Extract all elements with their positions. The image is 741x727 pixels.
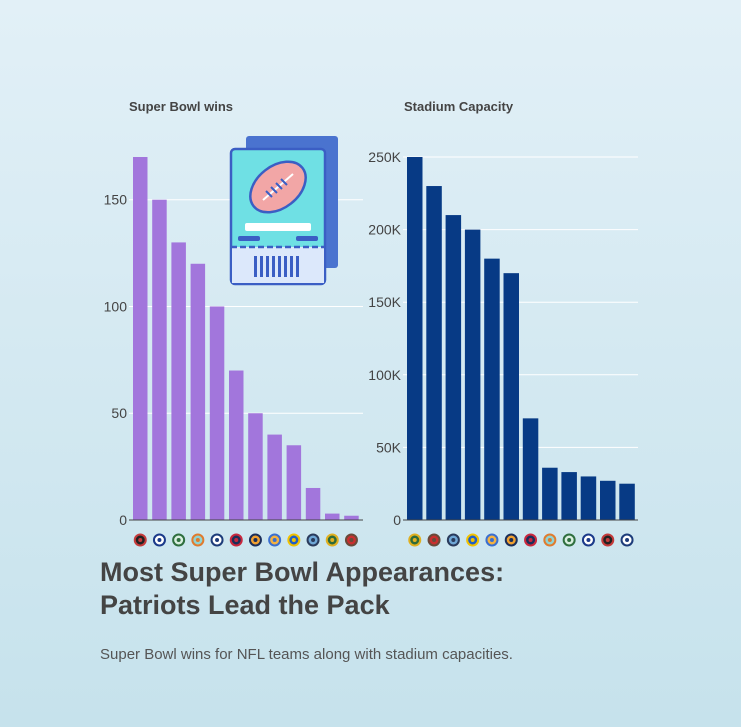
wins-bar <box>152 199 167 521</box>
capacity-bar <box>522 418 539 520</box>
page-title: Most Super Bowl Appearances: Patriots Le… <box>100 556 660 622</box>
wins-bar <box>267 434 282 520</box>
buccaneers-logo-icon <box>344 533 358 547</box>
wins-bars <box>133 157 359 521</box>
capacity-bar <box>600 480 616 520</box>
dolphins-logo-icon <box>191 533 205 547</box>
seahawks-logo-icon <box>446 533 460 547</box>
wins-y-ticks: 0 50 100 150 <box>104 192 363 528</box>
wins-bar <box>248 413 263 520</box>
capacity-chart-title: Stadium Capacity <box>404 99 514 114</box>
buccaneers-logo-icon <box>427 533 441 547</box>
page-subtitle: Super Bowl wins for NFL teams along with… <box>100 646 513 663</box>
vikings-logo-icon <box>287 533 301 547</box>
raiders-logo-icon <box>601 533 615 547</box>
wins-bar <box>286 445 302 520</box>
texans-logo-icon <box>524 533 538 547</box>
capacity-bar <box>407 157 423 520</box>
texans-logo-icon <box>229 533 243 547</box>
broncos-logo-icon <box>485 533 499 547</box>
packers-logo-icon <box>325 533 339 547</box>
wins-team-icons <box>133 533 358 547</box>
capacity-bar <box>503 273 519 520</box>
patriots-logo-icon <box>581 533 595 547</box>
capacity-bar <box>542 467 558 520</box>
capacity-bar <box>464 229 481 520</box>
capacity-bars <box>407 157 635 521</box>
title-line-1: Most Super Bowl Appearances: <box>100 557 505 587</box>
seahawks-logo-icon <box>306 533 320 547</box>
wins-bar <box>209 306 225 520</box>
eagles-logo-icon <box>172 533 186 547</box>
capacity-bar <box>619 483 635 520</box>
wins-bar <box>325 513 340 520</box>
capacity-y-tick-label: 250K <box>368 149 401 165</box>
capacity-y-tick-label: 100K <box>368 367 401 383</box>
bears-logo-icon <box>504 533 518 547</box>
capacity-bar <box>561 472 577 520</box>
capacity-bar <box>484 258 500 520</box>
capacity-y-tick-label: 50K <box>376 439 402 455</box>
eagles-logo-icon <box>562 533 576 547</box>
broncos-logo-icon <box>268 533 282 547</box>
wins-chart-title: Super Bowl wins <box>129 99 233 114</box>
wins-bar <box>133 157 148 520</box>
raiders-logo-icon <box>133 533 147 547</box>
cowboys-logo-icon <box>620 533 634 547</box>
wins-y-tick-label: 50 <box>111 405 127 421</box>
vikings-logo-icon <box>466 533 480 547</box>
capacity-bar <box>445 215 462 520</box>
dolphins-logo-icon <box>543 533 557 547</box>
wins-bar <box>190 263 206 520</box>
capacity-gridlines <box>403 156 638 448</box>
packers-logo-icon <box>408 533 422 547</box>
wins-bar <box>344 515 359 520</box>
capacity-bar <box>426 186 442 521</box>
wins-y-tick-label: 150 <box>104 192 128 208</box>
capacity-y-ticks: 0 50K 100K 150K 200K 250K <box>368 149 638 528</box>
capacity-bar <box>580 476 597 520</box>
wins-y-tick-label: 0 <box>119 512 127 528</box>
capacity-y-tick-label: 150K <box>368 294 401 310</box>
football-ticket-icon <box>229 136 338 286</box>
wins-bar <box>305 487 321 520</box>
wins-y-tick-label: 100 <box>104 298 128 314</box>
capacity-y-tick-label: 0 <box>393 512 401 528</box>
capacity-team-icons <box>408 533 634 547</box>
title-line-2: Patriots Lead the Pack <box>100 590 390 620</box>
capacity-y-tick-label: 200K <box>368 222 401 238</box>
cowboys-logo-icon <box>210 533 224 547</box>
bears-logo-icon <box>248 533 262 547</box>
patriots-logo-icon <box>152 533 166 547</box>
wins-bar <box>171 242 186 521</box>
wins-bar <box>229 370 244 520</box>
